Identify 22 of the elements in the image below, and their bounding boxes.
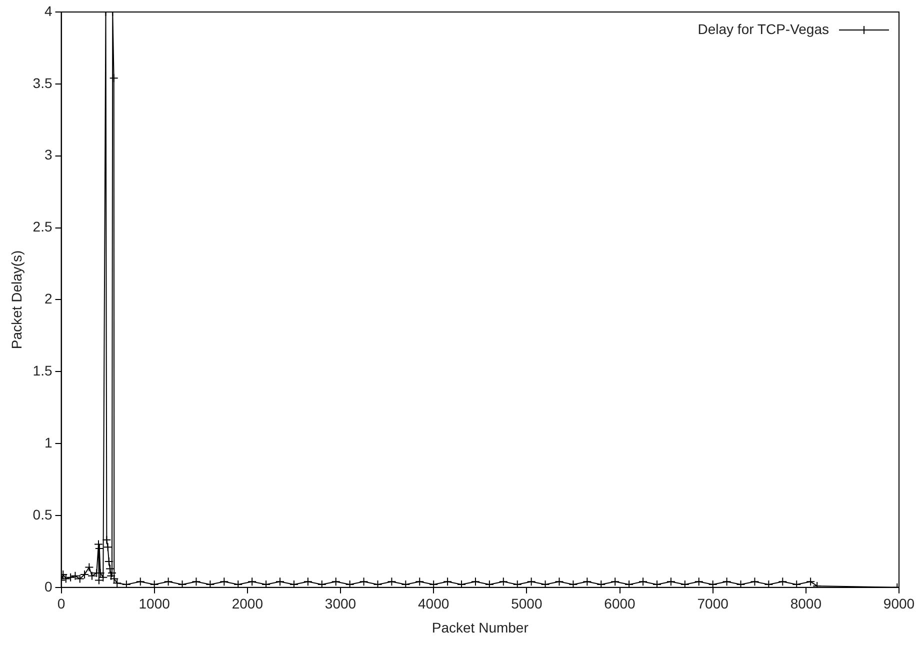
- y-tick-label: 1: [44, 434, 52, 450]
- y-tick-label: 0.5: [32, 506, 52, 522]
- y-tick-label: 2.5: [32, 218, 52, 235]
- x-tick-label: 9000: [883, 596, 915, 612]
- x-tick-label: 0: [57, 596, 66, 612]
- x-tick-label: 7000: [697, 596, 729, 612]
- x-tick-label: 1000: [138, 596, 170, 612]
- x-tick-label: 2000: [232, 596, 264, 612]
- y-tick-label: 2: [44, 290, 52, 307]
- x-tick-label: 5000: [511, 596, 542, 612]
- x-tick-label: 4000: [418, 596, 450, 612]
- y-axis-title: Packet Delay(s): [8, 250, 24, 350]
- y-tick-label: 3.5: [32, 74, 52, 91]
- x-axis-title: Packet Number: [432, 619, 529, 636]
- y-tick-label: 1.5: [32, 362, 52, 378]
- y-tick-label: 4: [44, 2, 52, 19]
- x-tick-label: 8000: [790, 596, 822, 612]
- y-tick-label: 3: [44, 146, 52, 163]
- x-tick-label: 6000: [604, 596, 636, 612]
- x-tick-label: 3000: [324, 596, 356, 612]
- legend-label: Delay for TCP-Vegas: [698, 20, 829, 37]
- y-tick-label: 0: [44, 578, 52, 594]
